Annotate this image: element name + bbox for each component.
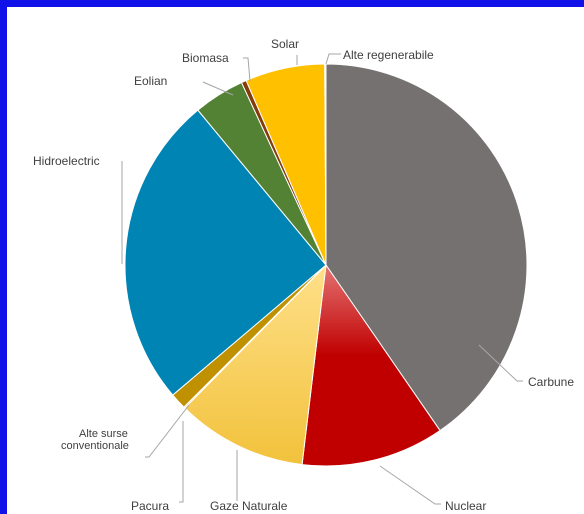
pie-slices xyxy=(124,63,528,467)
label-alte-regenerabile: Alte regenerabile xyxy=(343,48,434,62)
leader-alte-regen xyxy=(325,53,341,65)
label-alte-surse-line1: Alte surse xyxy=(79,428,128,440)
label-carbune: Carbune xyxy=(528,375,574,389)
slice-labels: Carbune Nuclear Gaze Naturale Pacura Alt… xyxy=(33,37,574,513)
leader-carbune xyxy=(478,344,523,382)
leader-nuclear xyxy=(379,465,441,505)
label-nuclear: Nuclear xyxy=(445,499,486,513)
slice-carbune xyxy=(325,63,528,432)
leader-eolian xyxy=(202,81,234,96)
label-pacura: Pacura xyxy=(131,499,169,513)
label-hidroelectric: Hidroelectric xyxy=(33,154,100,168)
label-gaze-naturale: Gaze Naturale xyxy=(210,499,288,513)
slice-hidroelectric xyxy=(124,109,327,396)
leader-pacura xyxy=(179,421,184,503)
pie-chart: Carbune Nuclear Gaze Naturale Pacura Alt… xyxy=(33,37,574,513)
slice-gaze-naturale xyxy=(184,263,327,466)
label-eolian: Eolian xyxy=(134,74,167,88)
slice-alte-regenerabile xyxy=(324,63,327,266)
label-biomasa: Biomasa xyxy=(182,51,229,65)
label-solar: Solar xyxy=(271,37,299,51)
chart-area: Carbune Nuclear Gaze Naturale Pacura Alt… xyxy=(7,7,584,514)
leader-biomasa xyxy=(243,57,251,82)
label-alte-surse-line2: conventionale xyxy=(61,440,129,452)
leader-alte-surse xyxy=(145,404,190,458)
slice-nuclear xyxy=(301,263,441,467)
leader-lines xyxy=(121,53,523,505)
